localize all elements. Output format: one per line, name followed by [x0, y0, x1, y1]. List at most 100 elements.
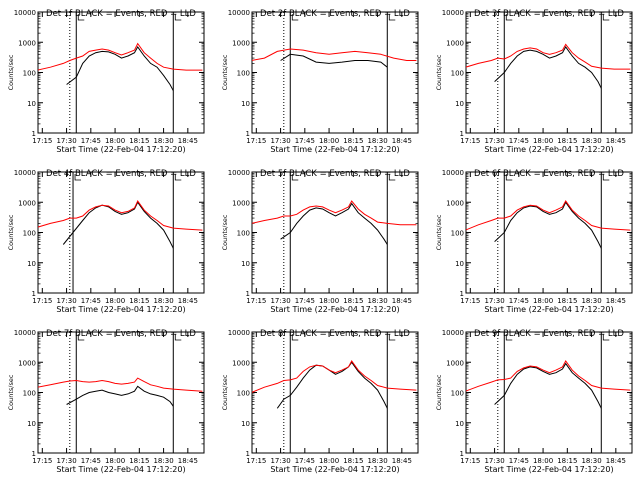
x-tick-label: 18:15 [343, 137, 363, 145]
marker-bracket [74, 174, 82, 181]
y-tick-label: 10 [241, 100, 250, 108]
marker-bracket [388, 334, 396, 341]
y-tick-label: 10 [241, 260, 250, 268]
y-tick-label: 1 [32, 130, 36, 138]
series-line-events [66, 385, 174, 407]
marker-bracket [291, 174, 299, 181]
x-tick-label: 18:45 [606, 137, 626, 145]
plot-title: Det 4f BLACK = Events, RED = LLD [46, 169, 196, 179]
x-tick-label: 17:15 [460, 297, 480, 305]
x-axis-label: Start Time (22-Feb-04 17:12:20) [270, 465, 399, 474]
y-tick-label: 1000 [446, 39, 464, 47]
plot-title: Det 1f BLACK = Events, RED = LLD [46, 9, 196, 19]
x-tick-label: 18:00 [105, 297, 125, 305]
panel-9: Det 9f BLACK = Events, RED = LLD 1 10 100 10… [435, 329, 633, 474]
plot-title: Det 6f BLACK = Events, RED = LLD [474, 169, 624, 179]
marker-bracket [388, 14, 396, 21]
x-tick-label: 18:45 [178, 457, 198, 465]
plot-frame [251, 171, 419, 294]
plot-frame [37, 11, 205, 134]
plot-frame [37, 171, 205, 294]
x-tick-label: 18:15 [343, 457, 363, 465]
y-tick-label: 10 [27, 420, 36, 428]
y-tick-label: 1000 [232, 39, 250, 47]
marker-bracket [505, 174, 513, 181]
plot-title: Det 2f BLACK = Events, RED = LLD [260, 9, 410, 19]
x-tick-label: 17:30 [56, 137, 76, 145]
plot-frame [251, 331, 419, 454]
y-tick-label: 10000 [442, 9, 464, 17]
y-tick-label: 10 [455, 260, 464, 268]
y-axis-label: Counts/sec [7, 214, 15, 250]
x-tick-label: 18:15 [557, 137, 577, 145]
x-tick-label: 17:45 [509, 137, 529, 145]
x-axis-label: Start Time (22-Feb-04 17:12:20) [270, 145, 399, 154]
marker-bracket [602, 14, 610, 21]
x-tick-label: 18:15 [129, 457, 149, 465]
y-tick-label: 100 [23, 70, 36, 78]
y-tick-label: 10000 [442, 329, 464, 337]
x-tick-label: 18:30 [367, 137, 387, 145]
y-axis-label: Counts/sec [221, 214, 229, 250]
y-tick-label: 1000 [18, 359, 36, 367]
plot-frame [465, 331, 633, 454]
x-tick-label: 18:30 [153, 137, 173, 145]
marker-bracket [77, 334, 85, 341]
y-tick-label: 1 [460, 130, 464, 138]
y-tick-label: 10000 [228, 9, 250, 17]
x-tick-label: 18:30 [153, 297, 173, 305]
x-tick-label: 17:15 [246, 457, 266, 465]
x-tick-label: 17:15 [246, 297, 266, 305]
y-axis-label: Counts/sec [435, 54, 443, 90]
x-tick-label: 17:15 [32, 137, 52, 145]
marker-bracket [174, 14, 182, 21]
marker-bracket [77, 14, 85, 21]
y-axis-label: Counts/sec [7, 374, 15, 410]
y-tick-label: 10 [27, 100, 36, 108]
panel-5: Det 5f BLACK = Events, RED = LLD 1 10 100 10… [221, 169, 419, 314]
panel-6: Det 6f BLACK = Events, RED = LLD 1 10 100 10… [435, 169, 633, 314]
x-axis-label: Start Time (22-Feb-04 17:12:20) [484, 465, 613, 474]
y-tick-label: 100 [237, 70, 250, 78]
plot-title: Det 3f BLACK = Events, RED = LLD [474, 9, 624, 19]
x-axis-label: Start Time (22-Feb-04 17:12:20) [56, 465, 185, 474]
y-tick-label: 10000 [228, 329, 250, 337]
x-tick-label: 17:15 [460, 457, 480, 465]
x-tick-label: 18:45 [392, 137, 412, 145]
x-tick-label: 18:45 [606, 297, 626, 305]
x-axis-label: Start Time (22-Feb-04 17:12:20) [484, 145, 613, 154]
x-tick-label: 18:30 [581, 137, 601, 145]
y-tick-label: 100 [23, 230, 36, 238]
x-tick-label: 18:15 [557, 297, 577, 305]
x-tick-label: 17:45 [509, 297, 529, 305]
x-tick-label: 17:45 [509, 457, 529, 465]
plot-title: Det 5f BLACK = Events, RED = LLD [260, 169, 410, 179]
x-tick-label: 17:30 [484, 457, 504, 465]
y-tick-label: 10 [455, 100, 464, 108]
y-tick-label: 10 [241, 420, 250, 428]
x-tick-label: 17:15 [246, 137, 266, 145]
x-tick-label: 18:00 [319, 137, 339, 145]
plot-frame [37, 331, 205, 454]
y-tick-label: 10000 [442, 169, 464, 177]
series-line-events [494, 45, 602, 89]
y-axis-label: Counts/sec [221, 374, 229, 410]
x-tick-label: 18:45 [178, 137, 198, 145]
series-line-events [62, 201, 174, 249]
plot-title: Det 7f BLACK = Events, RED = LLD [46, 329, 196, 339]
x-tick-label: 17:30 [270, 137, 290, 145]
y-tick-label: 1000 [446, 359, 464, 367]
x-tick-label: 17:45 [81, 457, 101, 465]
x-tick-label: 17:30 [270, 297, 290, 305]
x-tick-label: 18:15 [343, 297, 363, 305]
marker-bracket [602, 174, 610, 181]
y-tick-label: 10 [27, 260, 36, 268]
x-tick-label: 18:00 [533, 137, 553, 145]
x-tick-label: 18:30 [581, 297, 601, 305]
x-tick-label: 18:00 [105, 457, 125, 465]
y-axis-label: Counts/sec [7, 54, 15, 90]
x-tick-label: 17:15 [460, 137, 480, 145]
panel-1: Det 1f BLACK = Events, RED = LLD 1 10 100 10… [7, 9, 205, 154]
x-axis-label: Start Time (22-Feb-04 17:12:20) [484, 305, 613, 314]
